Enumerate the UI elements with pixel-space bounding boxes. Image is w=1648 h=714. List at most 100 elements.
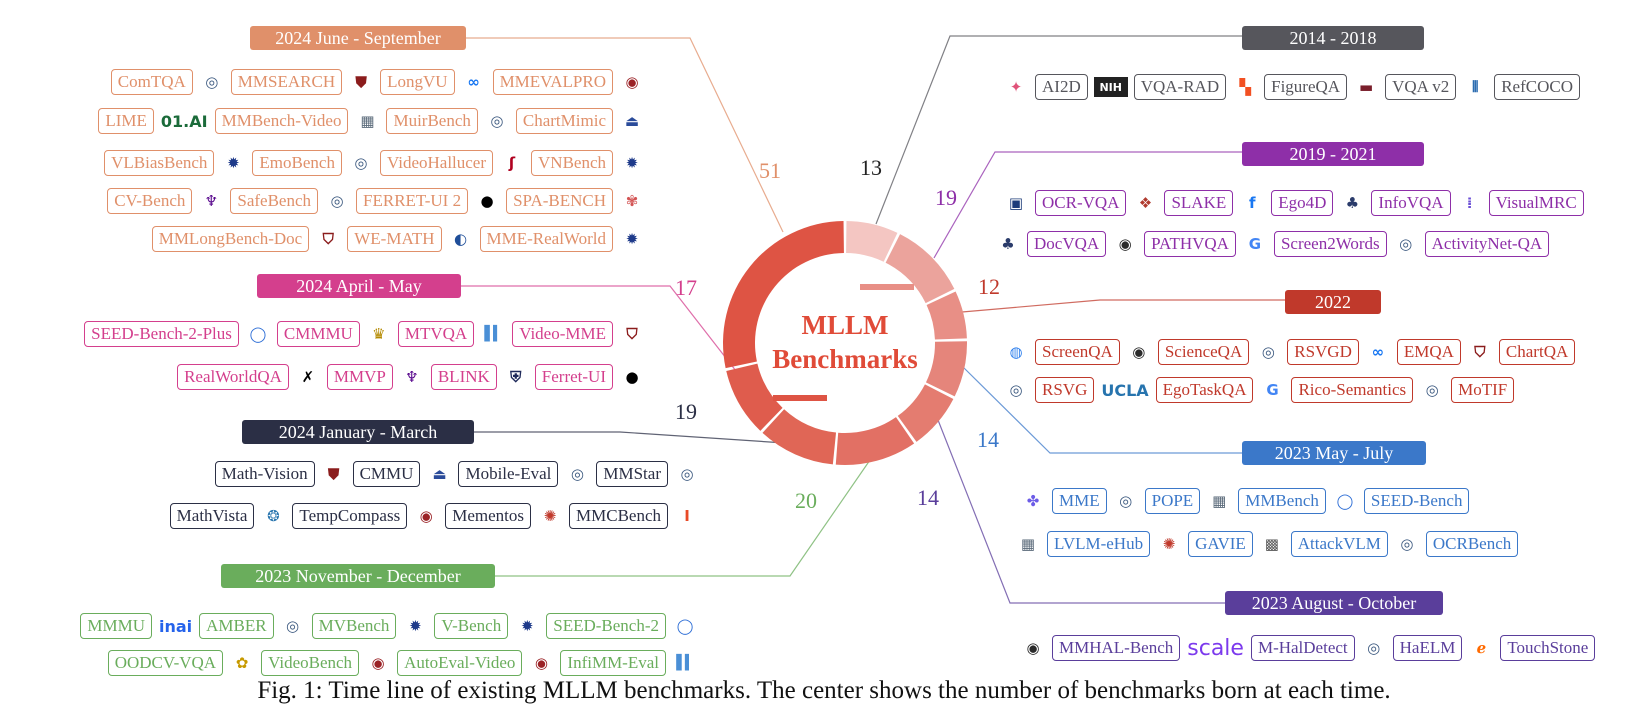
bigai-icon: ʃ — [508, 154, 516, 172]
iitk-icon: ▣ — [1008, 194, 1024, 212]
seal-icon: ◎ — [570, 465, 584, 483]
donut-segment-p2022 — [926, 291, 967, 340]
seed-circle-icon: ◯ — [249, 325, 267, 343]
benchmark-tag: HaELM — [1392, 635, 1463, 661]
benchmark-tag: AMBER — [199, 613, 274, 639]
facebook-icon: f — [1248, 194, 1256, 212]
benchmark-tag: LVLM-eHub — [1047, 531, 1151, 557]
tree-icon: ♣ — [1001, 235, 1015, 253]
benchmark-tag: RefCOCO — [1494, 74, 1580, 100]
count-2022: 12 — [978, 274, 1000, 299]
benchmark-tag: VQA v2 — [1385, 74, 1457, 100]
benchmark-tag: CMMMU — [276, 321, 360, 347]
pku-seal-icon: ◉ — [534, 654, 548, 672]
benchmark-tag: SafeBench — [230, 188, 319, 214]
header-2024-apr-may: 2024 April - May — [257, 274, 461, 298]
pku-seal-icon: ◉ — [419, 507, 433, 525]
seal-icon: ◎ — [490, 112, 504, 130]
count-2024-jan-mar: 19 — [675, 399, 697, 424]
header-2014-2018: 2014 - 2018 — [1242, 26, 1424, 50]
benchmark-tag: MMBench — [1238, 488, 1326, 514]
benchmark-tag: Screen2Words — [1273, 231, 1387, 257]
org-wordmark-logo: 01.AI — [160, 111, 208, 131]
seal-icon: ◎ — [1119, 492, 1133, 510]
gear-seal-icon: ✹ — [227, 154, 240, 172]
benchmark-tag: FERRET-UI 2 — [356, 188, 469, 214]
center-title-line1: MLLM — [802, 310, 889, 340]
cuhk-shield-icon: ⛊ — [327, 465, 340, 483]
benchmark-tag: VQA-RAD — [1133, 74, 1227, 100]
benchmark-tag: LIME — [98, 108, 154, 134]
benchmark-tag: TouchStone — [1500, 635, 1596, 661]
benchmark-tag: DocVQA — [1027, 231, 1107, 257]
microsoft-icon: ▚ — [1239, 78, 1251, 96]
benchmark-tag: ChartQA — [1498, 339, 1576, 365]
count-2024-jun-sep: 51 — [759, 158, 781, 183]
benchmark-row: LIME 01.AI MMBench-Video ▦ MuirBench ◎ ChartMi… — [98, 106, 645, 136]
trophy-icon: ♛ — [372, 325, 386, 343]
benchmark-tag: M-HalDetect — [1250, 635, 1355, 661]
benchmark-tag: OODCV-VQA — [107, 650, 224, 676]
benchmark-row: ComTQA ◎ MMSEARCH ⛊ LongVU ∞ MMEVALPRO ◉ — [110, 67, 645, 97]
benchmark-row: MMMU inai AMBER ◎ MVBench ✹ V-Bench ✹ SEED-Bench… — [80, 611, 698, 641]
count-2014-2018: 13 — [860, 155, 882, 180]
benchmark-tag: RSVGD — [1287, 339, 1359, 365]
header-2024-jun-sep: 2024 June - September — [250, 26, 466, 50]
seed-circle-icon: ◯ — [1336, 492, 1354, 510]
benchmark-row: MMLongBench-Doc ⛉ WE-MATH ◐ MME-RealWorld ✹ — [151, 224, 645, 254]
header-2023-may-jul: 2023 May - July — [1242, 441, 1426, 465]
benchmark-tag: VideoHallucer — [379, 150, 494, 176]
gear-seal-icon: ✹ — [625, 154, 639, 172]
benchmark-row: OODCV-VQA ✿ VideoBench ◉ AutoEval-Video ◉ Infi… — [107, 648, 698, 678]
benchmark-tag: EgoTaskQA — [1155, 377, 1254, 403]
benchmark-row: ✤ MME ◎ POPE ▦ MMBench ◯ SEED-Bench — [1020, 486, 1470, 516]
seed-circle-icon: ◯ — [676, 617, 694, 635]
bars-icon: ▌▍ — [676, 655, 696, 671]
benchmark-tag: MTVQA — [397, 321, 475, 347]
benchmark-tag: TempCompass — [292, 503, 408, 529]
google-icon: G — [1266, 381, 1279, 399]
pku-seal-icon: ◉ — [371, 654, 385, 672]
seal-dark-icon: ◉ — [1132, 343, 1146, 361]
benchmark-tag: SPA-BENCH — [506, 188, 613, 214]
benchmark-row: ♣ DocVQA ◉ PATHVQA G Screen2Words ◎ ActivityNet… — [995, 229, 1550, 259]
campus-photo-icon: ▦ — [1020, 535, 1036, 553]
org-wordmark-logo: UCLA — [1101, 380, 1149, 400]
benchmark-tag: MMSEARCH — [230, 69, 343, 95]
benchmark-tag: MMBench-Video — [214, 108, 349, 134]
benchmark-tag: AutoEval-Video — [397, 650, 523, 676]
benchmark-tag: SEED-Bench-2-Plus — [84, 321, 239, 347]
donut-segment-p2024_jun_sep — [723, 221, 844, 369]
benchmark-tag: ComTQA — [110, 69, 193, 95]
benchmark-tag: VisualMRC — [1488, 190, 1584, 216]
seal-icon: ◎ — [330, 192, 344, 210]
benchmark-tag: SLAKE — [1164, 190, 1234, 216]
benchmark-tag: EmoBench — [252, 150, 342, 176]
donut-segment-p2023_nov_dec — [835, 417, 915, 465]
benchmark-tag: MMStar — [596, 461, 668, 487]
penn-shield-icon: ⛨ — [510, 368, 522, 386]
benchmark-tag: Mobile-Eval — [458, 461, 559, 487]
benchmark-tag: ChartMimic — [515, 108, 613, 134]
dots-icon: ⁞ — [1466, 194, 1473, 212]
ring-icon: ◍ — [1009, 343, 1023, 361]
benchmark-tag: MMCBench — [569, 503, 668, 529]
benchmark-tag: FigureQA — [1264, 74, 1348, 100]
benchmark-tag: MMHAL-Bench — [1052, 635, 1181, 661]
seal-icon: ◎ — [1425, 381, 1439, 399]
donut-segment-p2023_may_jul — [925, 341, 967, 397]
benchmark-tag: RealWorldQA — [177, 364, 289, 390]
benchmark-tag: MME-RealWorld — [479, 226, 613, 252]
cuhk-shield-icon: ⛊ — [355, 73, 367, 91]
benchmark-tag: BLINK — [430, 364, 497, 390]
nih-icon: NIH — [1093, 77, 1128, 97]
crest-icon: ⛉ — [322, 230, 334, 248]
benchmark-tag: MMLongBench-Doc — [151, 226, 310, 252]
meta-logo-icon: ∞ — [467, 73, 480, 91]
benchmark-tag: VLBiasBench — [104, 150, 215, 176]
benchmark-tag: CV-Bench — [107, 188, 193, 214]
org-wordmark-logo: scale — [1187, 635, 1244, 661]
qr-icon: ▩ — [1264, 535, 1279, 553]
nyu-torch-icon: ♆ — [405, 368, 419, 386]
google-icon: G — [1248, 235, 1262, 253]
